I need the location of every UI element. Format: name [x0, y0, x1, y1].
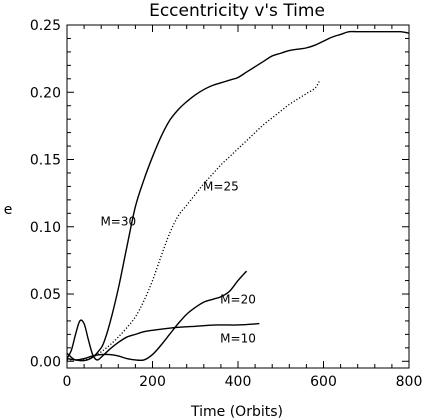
series-label-m-25: M=25	[203, 179, 239, 193]
x-tick-label: 600	[310, 374, 337, 390]
annotation-layer: M=30 M=25 M=20 M=10	[100, 179, 255, 345]
x-tick-label: 200	[139, 374, 166, 390]
series-line-m-30	[66, 30, 410, 362]
x-tick-label: 400	[225, 374, 252, 390]
plot-frame	[66, 24, 410, 369]
x-tick-label: 0	[63, 374, 72, 390]
y-tick-label: 0.10	[30, 220, 61, 236]
x-tick-label: 800	[396, 374, 423, 390]
series-line-m-20	[66, 270, 248, 362]
series-label-m-20: M=20	[220, 292, 256, 306]
chart-title: Eccentricity v's Time	[149, 1, 325, 21]
axis-ticks: 0 200 400 600 800 0.00 0.05 0.10 0.15 0.20 0.25	[30, 18, 423, 390]
y-tick-label: 0.00	[30, 354, 61, 370]
y-axis-label: e	[4, 202, 13, 218]
y-tick-label: 0.25	[30, 18, 61, 34]
y-tick-label: 0.15	[30, 153, 61, 169]
y-tick-label: 0.05	[30, 287, 61, 303]
series-layer	[66, 30, 410, 362]
series-line-m-10	[66, 319, 260, 361]
y-tick-label: 0.20	[30, 85, 61, 101]
x-axis-label: Time (Orbits)	[190, 404, 283, 420]
series-label-m-10: M=10	[220, 331, 256, 345]
series-label-m-30: M=30	[100, 214, 136, 228]
